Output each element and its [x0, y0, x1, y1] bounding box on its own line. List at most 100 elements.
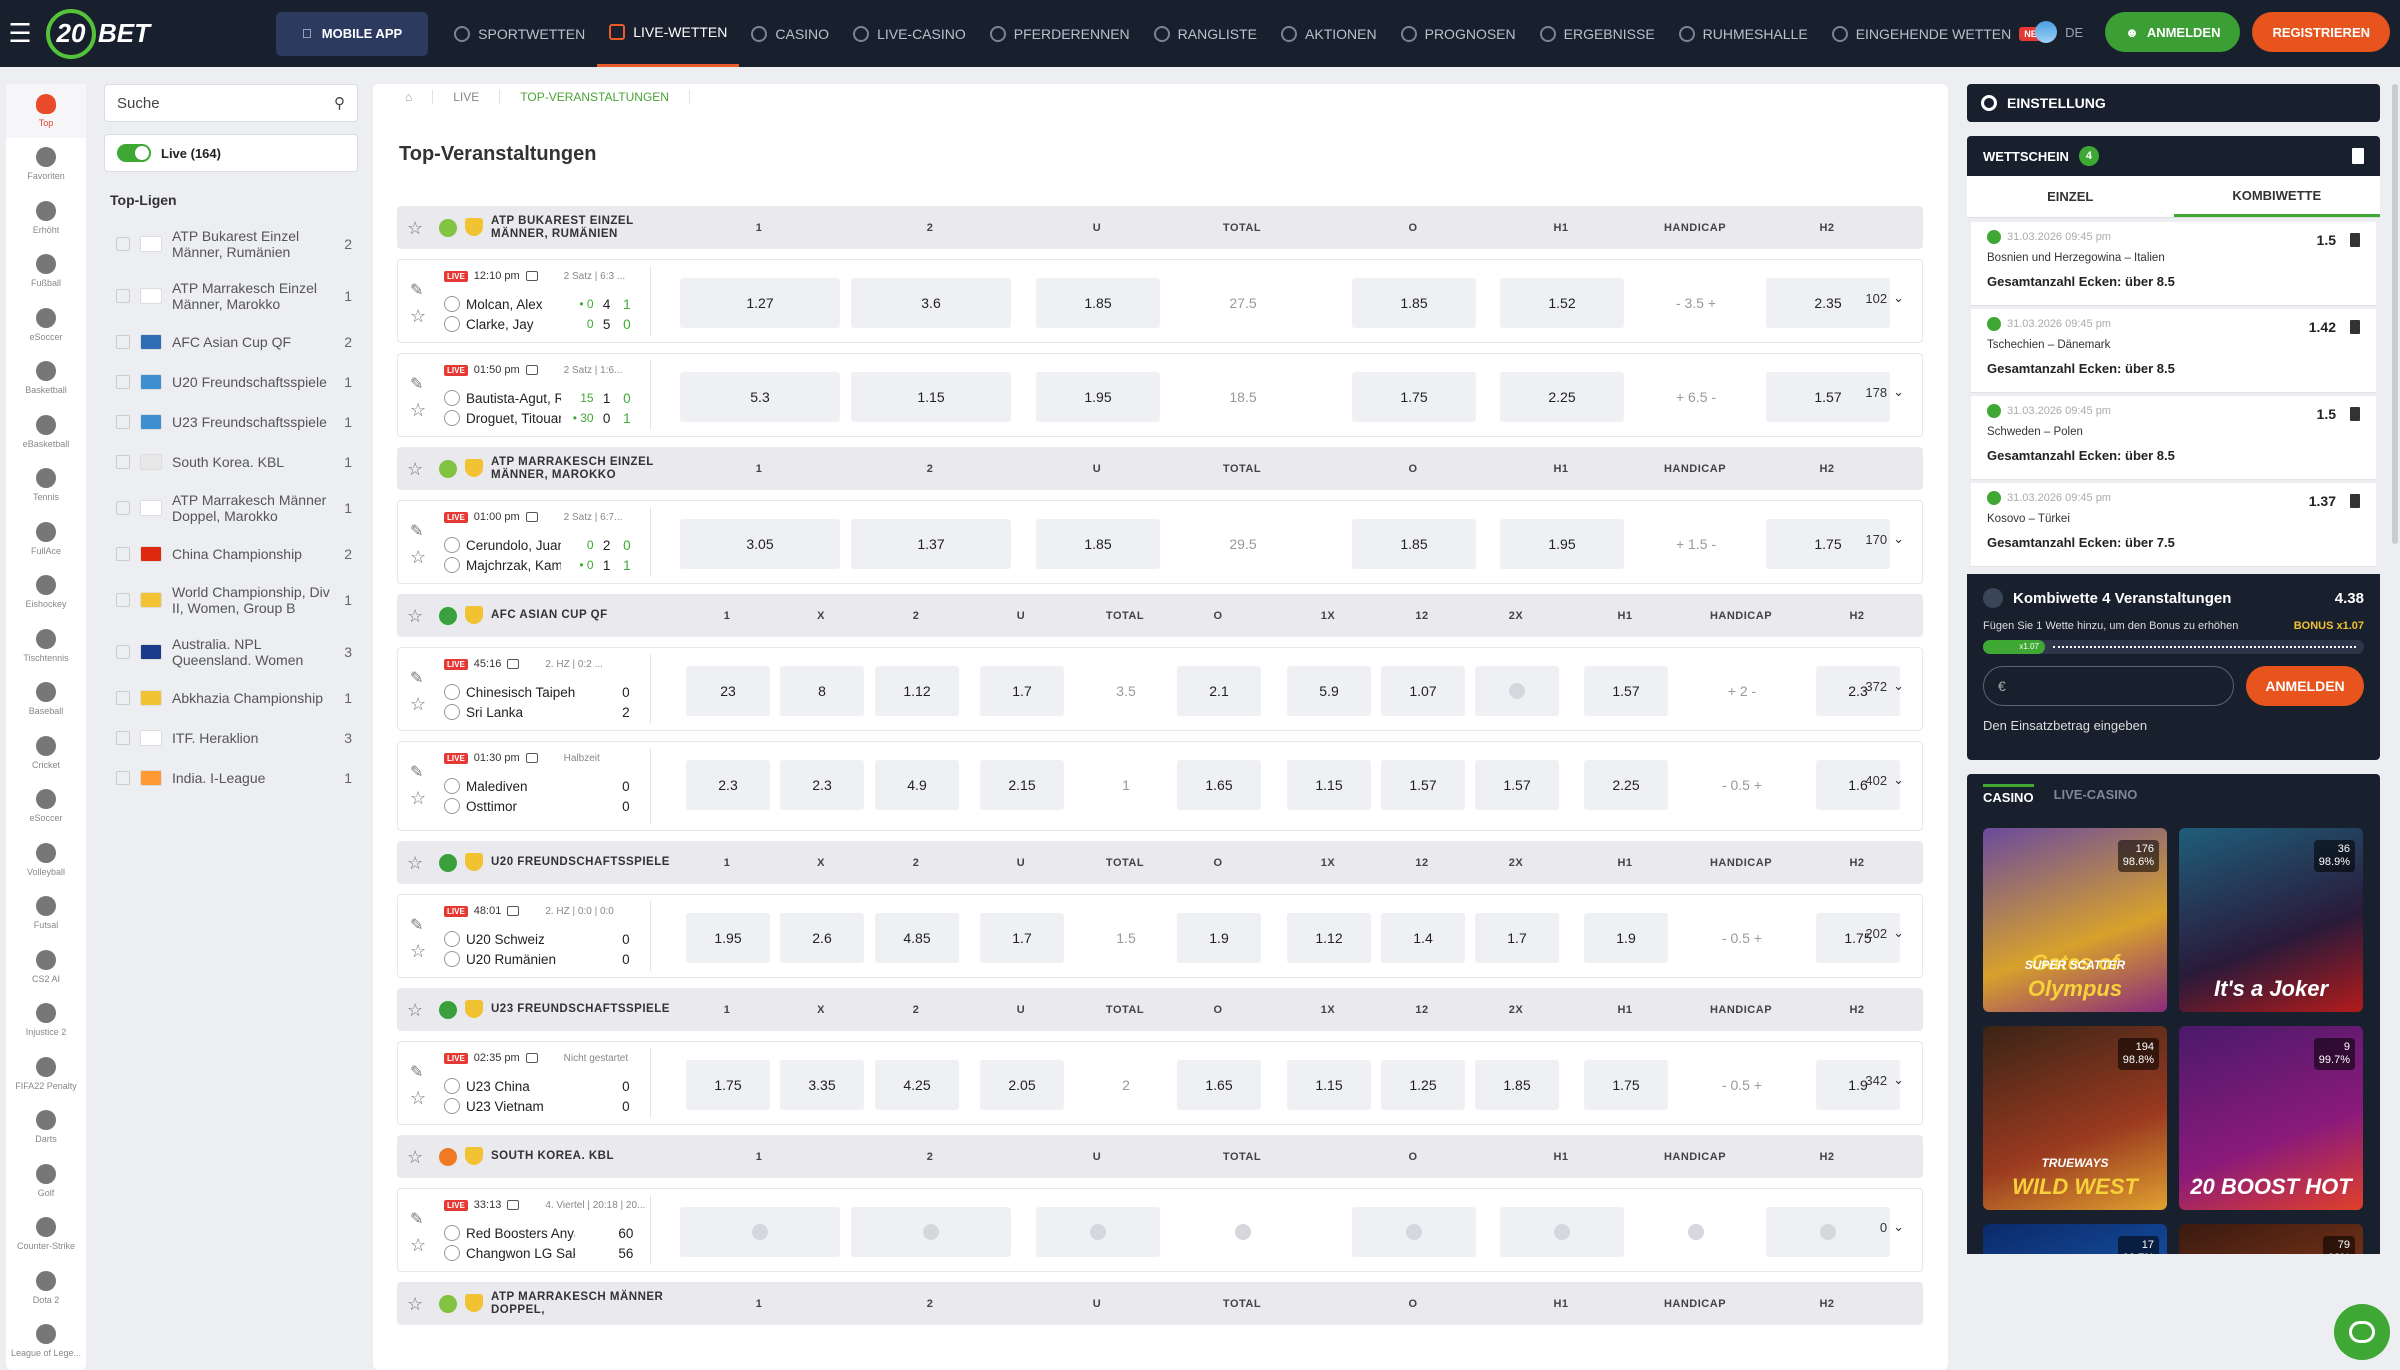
sport-item-22[interactable]: Dota 2 — [6, 1261, 86, 1315]
tab-single[interactable]: EINZEL — [2047, 189, 2094, 204]
live-toggle-box[interactable]: Live (164) — [104, 134, 358, 172]
odds-button[interactable]: 2.25 — [1584, 760, 1668, 810]
odds-button[interactable]: 1.12 — [1287, 913, 1371, 963]
settings-button[interactable]: EINSTELLUNG — [1967, 84, 2380, 122]
trash-icon[interactable] — [2350, 233, 2360, 247]
stream-icon[interactable] — [507, 906, 520, 916]
star-icon[interactable]: ☆ — [410, 941, 427, 961]
league-item[interactable]: U23 Freundschaftsspiele 1 — [104, 402, 358, 442]
nav-item-6[interactable]: AKTIONEN — [1269, 0, 1389, 67]
stake-input[interactable]: € — [1983, 666, 2234, 706]
more-markets[interactable]: 102 ⌄ — [1865, 290, 1904, 306]
pin-icon[interactable]: ✎ — [410, 917, 424, 934]
odds-button[interactable]: 1.95 — [1036, 372, 1160, 422]
odds-button[interactable] — [1352, 1207, 1476, 1257]
star-icon[interactable]: ☆ — [407, 853, 424, 873]
nav-item-0[interactable]: SPORTWETTEN — [442, 0, 597, 67]
pin-icon[interactable]: ✎ — [410, 764, 424, 781]
pin-icon[interactable]: ✎ — [410, 1211, 424, 1228]
star-icon[interactable]: ☆ — [410, 788, 427, 808]
odds-button[interactable]: 3.6 — [851, 278, 1011, 328]
star-icon[interactable]: ☆ — [407, 218, 424, 238]
star-icon[interactable]: ☆ — [410, 1088, 427, 1108]
odds-button[interactable]: 1.85 — [1036, 519, 1160, 569]
odds-button[interactable]: 1.7 — [980, 913, 1064, 963]
stream-icon[interactable] — [525, 512, 538, 522]
star-icon[interactable]: ☆ — [407, 606, 424, 626]
league-item[interactable]: India. I-League 1 — [104, 758, 358, 798]
sport-item-11[interactable]: Baseball — [6, 673, 86, 727]
pin-icon[interactable]: ✎ — [410, 282, 424, 299]
pin-icon[interactable]: ✎ — [410, 376, 424, 393]
sport-item-23[interactable]: League of Lege... — [6, 1315, 86, 1369]
sport-item-10[interactable]: Tischtennis — [6, 619, 86, 673]
star-icon[interactable]: ☆ — [407, 1000, 424, 1020]
star-icon[interactable]: ☆ — [407, 459, 424, 479]
star-icon[interactable]: ☆ — [410, 400, 427, 420]
odds-button[interactable]: 2.3 — [1816, 666, 1900, 716]
odds-button[interactable]: 1.07 — [1381, 666, 1465, 716]
language-selector[interactable]: DE — [2035, 21, 2083, 43]
odds-button[interactable]: 4.9 — [875, 760, 959, 810]
sport-item-17[interactable]: Injustice 2 — [6, 994, 86, 1048]
league-item[interactable]: Australia. NPL Queensland. Women 3 — [104, 626, 358, 678]
league-item[interactable]: Abkhazia Championship 1 — [104, 678, 358, 718]
sport-item-9[interactable]: Eishockey — [6, 566, 86, 620]
odds-button[interactable]: 1.9 — [1177, 913, 1261, 963]
odds-button[interactable]: 2.15 — [980, 760, 1064, 810]
league-checkbox[interactable] — [116, 501, 130, 515]
stream-icon[interactable] — [525, 271, 538, 281]
menu-icon[interactable]: ☰ — [8, 18, 32, 48]
odds-button[interactable] — [1036, 1207, 1160, 1257]
odds-button[interactable]: 1.95 — [686, 913, 770, 963]
odds-button[interactable]: 3.35 — [780, 1060, 864, 1110]
nav-item-5[interactable]: RANGLISTE — [1142, 0, 1269, 67]
sport-item-12[interactable]: Cricket — [6, 726, 86, 780]
odds-button[interactable]: 1.95 — [1500, 519, 1624, 569]
odds-button[interactable]: 3.05 — [680, 519, 840, 569]
odds-button[interactable]: 4.85 — [875, 913, 959, 963]
live-toggle[interactable] — [117, 144, 151, 162]
casino-game-tile[interactable]: 7998% — [2179, 1224, 2363, 1254]
odds-button[interactable]: 23 — [686, 666, 770, 716]
star-icon[interactable]: ☆ — [410, 1235, 427, 1255]
chat-button[interactable] — [2334, 1304, 2390, 1360]
odds-button[interactable]: 1.75 — [1352, 372, 1476, 422]
breadcrumb-live[interactable]: LIVE — [433, 90, 501, 104]
trash-icon[interactable] — [2352, 148, 2364, 164]
trash-icon[interactable] — [2350, 320, 2360, 334]
nav-item-8[interactable]: ERGEBNISSE — [1528, 0, 1667, 67]
odds-button[interactable]: 2.6 — [780, 913, 864, 963]
sport-item-2[interactable]: Erhöht — [6, 191, 86, 245]
sport-item-21[interactable]: Counter-Strike — [6, 1208, 86, 1262]
odds-button[interactable]: 1.75 — [1584, 1060, 1668, 1110]
odds-button[interactable]: 1.4 — [1381, 913, 1465, 963]
odds-button[interactable]: 4.25 — [875, 1060, 959, 1110]
tab-casino[interactable]: CASINO — [1983, 783, 2034, 805]
share-icon[interactable] — [1983, 588, 2003, 608]
odds-button[interactable]: 1.75 — [1816, 913, 1900, 963]
casino-game-tile[interactable]: 1798.7%ENERGY — [1983, 1224, 2167, 1254]
pin-icon[interactable]: ✎ — [410, 1064, 424, 1081]
league-item[interactable]: ITF. Heraklion 3 — [104, 718, 358, 758]
sport-item-0[interactable]: Top — [6, 84, 86, 138]
casino-game-tile[interactable]: 36 98.9% It's a Joker — [2179, 828, 2363, 1012]
sport-item-8[interactable]: FullAce — [6, 512, 86, 566]
odds-button[interactable]: 1.9 — [1584, 913, 1668, 963]
odds-button[interactable]: 1.57 — [1475, 760, 1559, 810]
odds-button[interactable]: 5.9 — [1287, 666, 1371, 716]
odds-button[interactable] — [680, 1207, 840, 1257]
odds-button[interactable]: 1.85 — [1475, 1060, 1559, 1110]
league-checkbox[interactable] — [116, 237, 130, 251]
league-checkbox[interactable] — [116, 375, 130, 389]
sport-item-16[interactable]: CS2 AI — [6, 940, 86, 994]
star-icon[interactable]: ☆ — [410, 306, 427, 326]
sport-item-7[interactable]: Tennis — [6, 459, 86, 513]
star-icon[interactable]: ☆ — [410, 694, 427, 714]
league-item[interactable]: U20 Freundschaftsspiele 1 — [104, 362, 358, 402]
trash-icon[interactable] — [2350, 494, 2360, 508]
league-checkbox[interactable] — [116, 455, 130, 469]
nav-item-3[interactable]: LIVE-CASINO — [841, 0, 978, 67]
sport-item-15[interactable]: Futsal — [6, 887, 86, 941]
nav-item-9[interactable]: RUHMESHALLE — [1667, 0, 1820, 67]
